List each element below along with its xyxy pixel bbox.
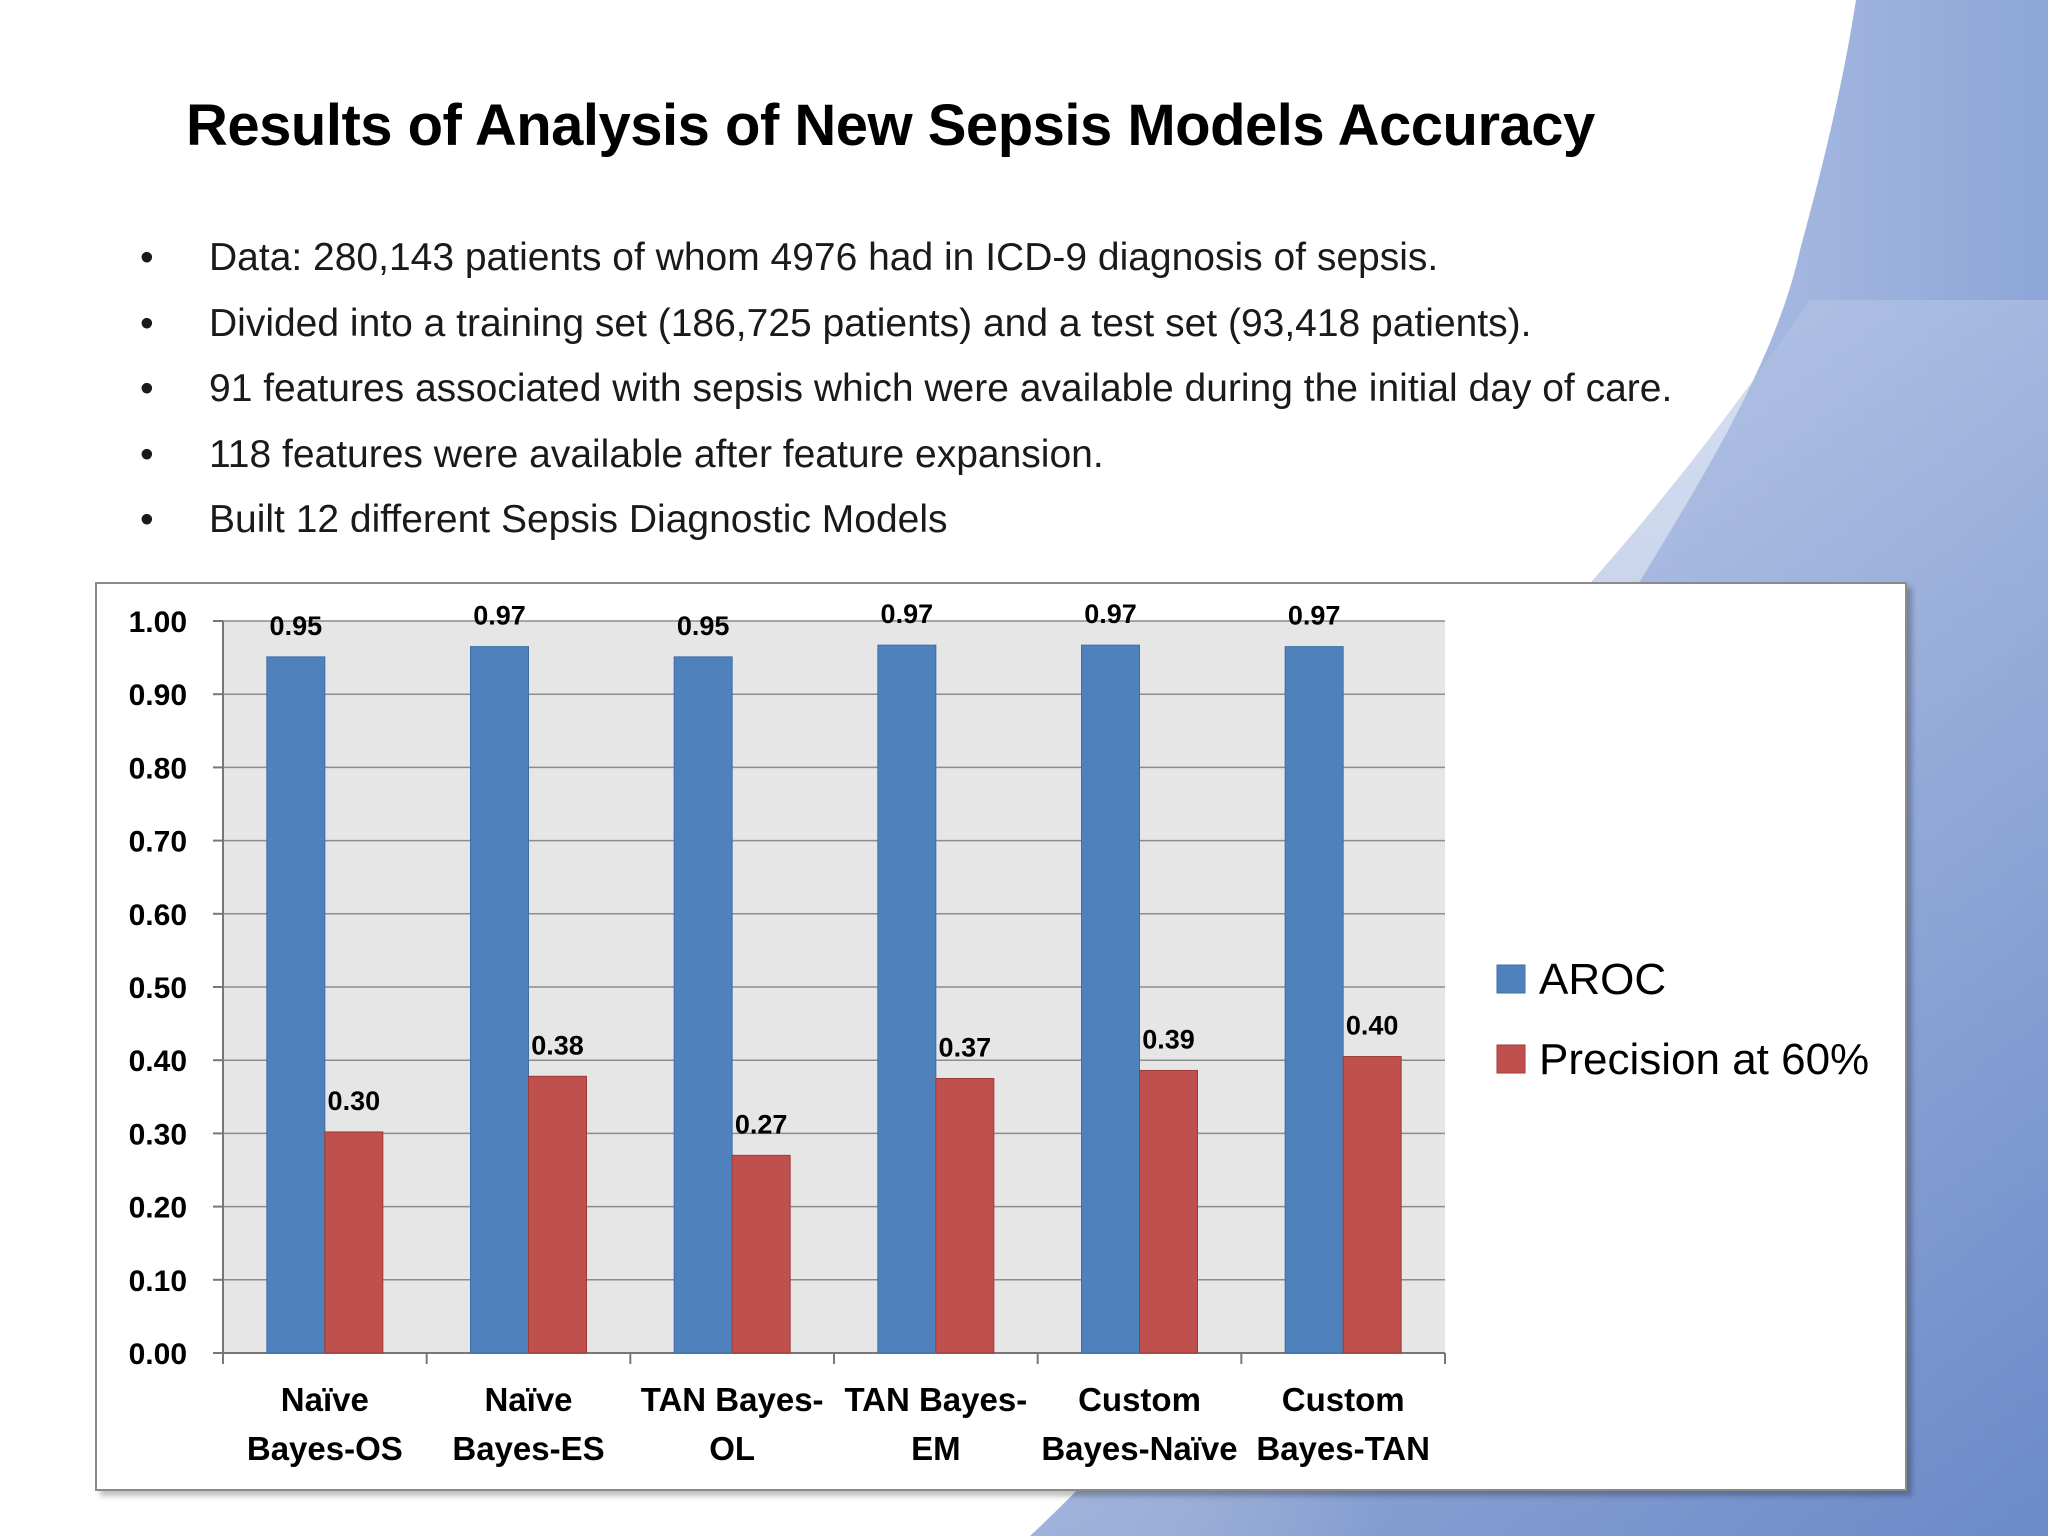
x-category-label: EM [911, 1430, 961, 1467]
x-category-label: Bayes-Naïve [1041, 1430, 1237, 1467]
bullet-symbol: • [140, 236, 154, 279]
x-category-label: Custom [1078, 1381, 1201, 1418]
bullet-symbol: • [140, 498, 154, 541]
y-tick-label: 0.10 [129, 1265, 187, 1298]
bullet-text: Data: 280,143 patients of whom 4976 had … [209, 236, 1439, 279]
aroc-bar [877, 644, 937, 1354]
aroc-data-label: 0.95 [270, 611, 323, 641]
precision-bar [935, 1078, 995, 1354]
legend-label-precision: Precision at 60% [1539, 1035, 1869, 1084]
bullet-symbol: • [140, 367, 154, 410]
y-tick-label: 0.80 [129, 752, 187, 785]
precision-bar [1139, 1069, 1198, 1354]
precision-data-label: 0.30 [328, 1086, 381, 1116]
bar-chart: 0.00 0.10 0.20 0.30 0.40 0.50 0.60 0.70 0.80 0.90… [129, 599, 1870, 1467]
bullet-text: Divided into a training set (186,725 pat… [209, 301, 1532, 345]
aroc-data-label: 0.95 [677, 611, 730, 641]
y-tick-label: 0.70 [129, 826, 187, 859]
y-tick-label: 1.00 [129, 606, 187, 639]
x-category-label: Bayes-ES [452, 1430, 604, 1467]
aroc-data-label: 0.97 [881, 599, 934, 629]
legend-swatch-precision [1496, 1044, 1526, 1074]
y-tick-label: 0.40 [129, 1045, 187, 1078]
bullet-item: • Built 12 different Sepsis Diagnostic Mo… [140, 487, 1672, 553]
chart-panel: 0.00 0.10 0.20 0.30 0.40 0.50 0.60 0.70 0.80 0.90… [95, 582, 1907, 1491]
bullet-text: 91 features associated with sepsis which… [209, 367, 1673, 410]
x-category-label: Bayes-OS [247, 1430, 403, 1467]
y-tick-label: 0.90 [129, 679, 187, 712]
legend-swatch-aroc [1496, 964, 1526, 994]
y-tick-label: 0.20 [129, 1192, 187, 1225]
bullet-item: • Data: 280,143 patients of whom 4976 had… [140, 225, 1672, 291]
bullet-text: 118 features were available after featur… [209, 432, 1104, 476]
y-tick-label: 0.30 [129, 1118, 187, 1151]
x-category-label: Naïve [281, 1381, 369, 1418]
x-category-label: Bayes-TAN [1256, 1430, 1430, 1467]
x-category-label: OL [709, 1430, 755, 1467]
x-category-label: TAN Bayes- [844, 1381, 1027, 1418]
bullet-text: Built 12 different Sepsis Diagnostic Mod… [209, 498, 948, 541]
bullet-symbol: • [140, 432, 154, 476]
precision-bar [324, 1131, 384, 1354]
precision-bar [731, 1154, 791, 1354]
aroc-data-label: 0.97 [1288, 601, 1341, 631]
precision-data-label: 0.39 [1142, 1024, 1195, 1054]
y-tick-label: 0.00 [129, 1338, 187, 1371]
aroc-bar [266, 656, 326, 1354]
aroc-bar [470, 646, 529, 1354]
precision-data-label: 0.27 [735, 1109, 788, 1139]
precision-data-label: 0.37 [939, 1033, 992, 1063]
aroc-bar [1081, 644, 1140, 1354]
precision-data-label: 0.38 [531, 1030, 584, 1060]
y-tick-label: 0.60 [129, 899, 187, 932]
bullet-item: • Divided into a training set (186,725 pa… [140, 291, 1672, 357]
aroc-data-label: 0.97 [473, 601, 526, 631]
precision-data-label: 0.40 [1346, 1011, 1399, 1041]
bullet-symbol: • [140, 301, 154, 345]
aroc-data-label: 0.97 [1084, 599, 1137, 629]
legend-label-aroc: AROC [1539, 955, 1666, 1004]
slide-title: Results of Analysis of New Sepsis Models… [186, 93, 1595, 158]
bullet-item: • 118 features were available after featu… [140, 422, 1672, 488]
bullet-item: • 91 features associated with sepsis whic… [140, 356, 1672, 422]
y-tick-label: 0.50 [129, 972, 187, 1005]
precision-bar [1342, 1056, 1402, 1354]
x-category-label: TAN Bayes- [641, 1381, 824, 1418]
aroc-bar [1284, 646, 1344, 1354]
x-category-label: Naïve [484, 1381, 572, 1418]
aroc-bar [673, 656, 733, 1354]
bullet-list: • Data: 280,143 patients of whom 4976 had… [140, 225, 1672, 553]
precision-bar [528, 1075, 587, 1354]
x-category-label: Custom [1282, 1381, 1405, 1418]
